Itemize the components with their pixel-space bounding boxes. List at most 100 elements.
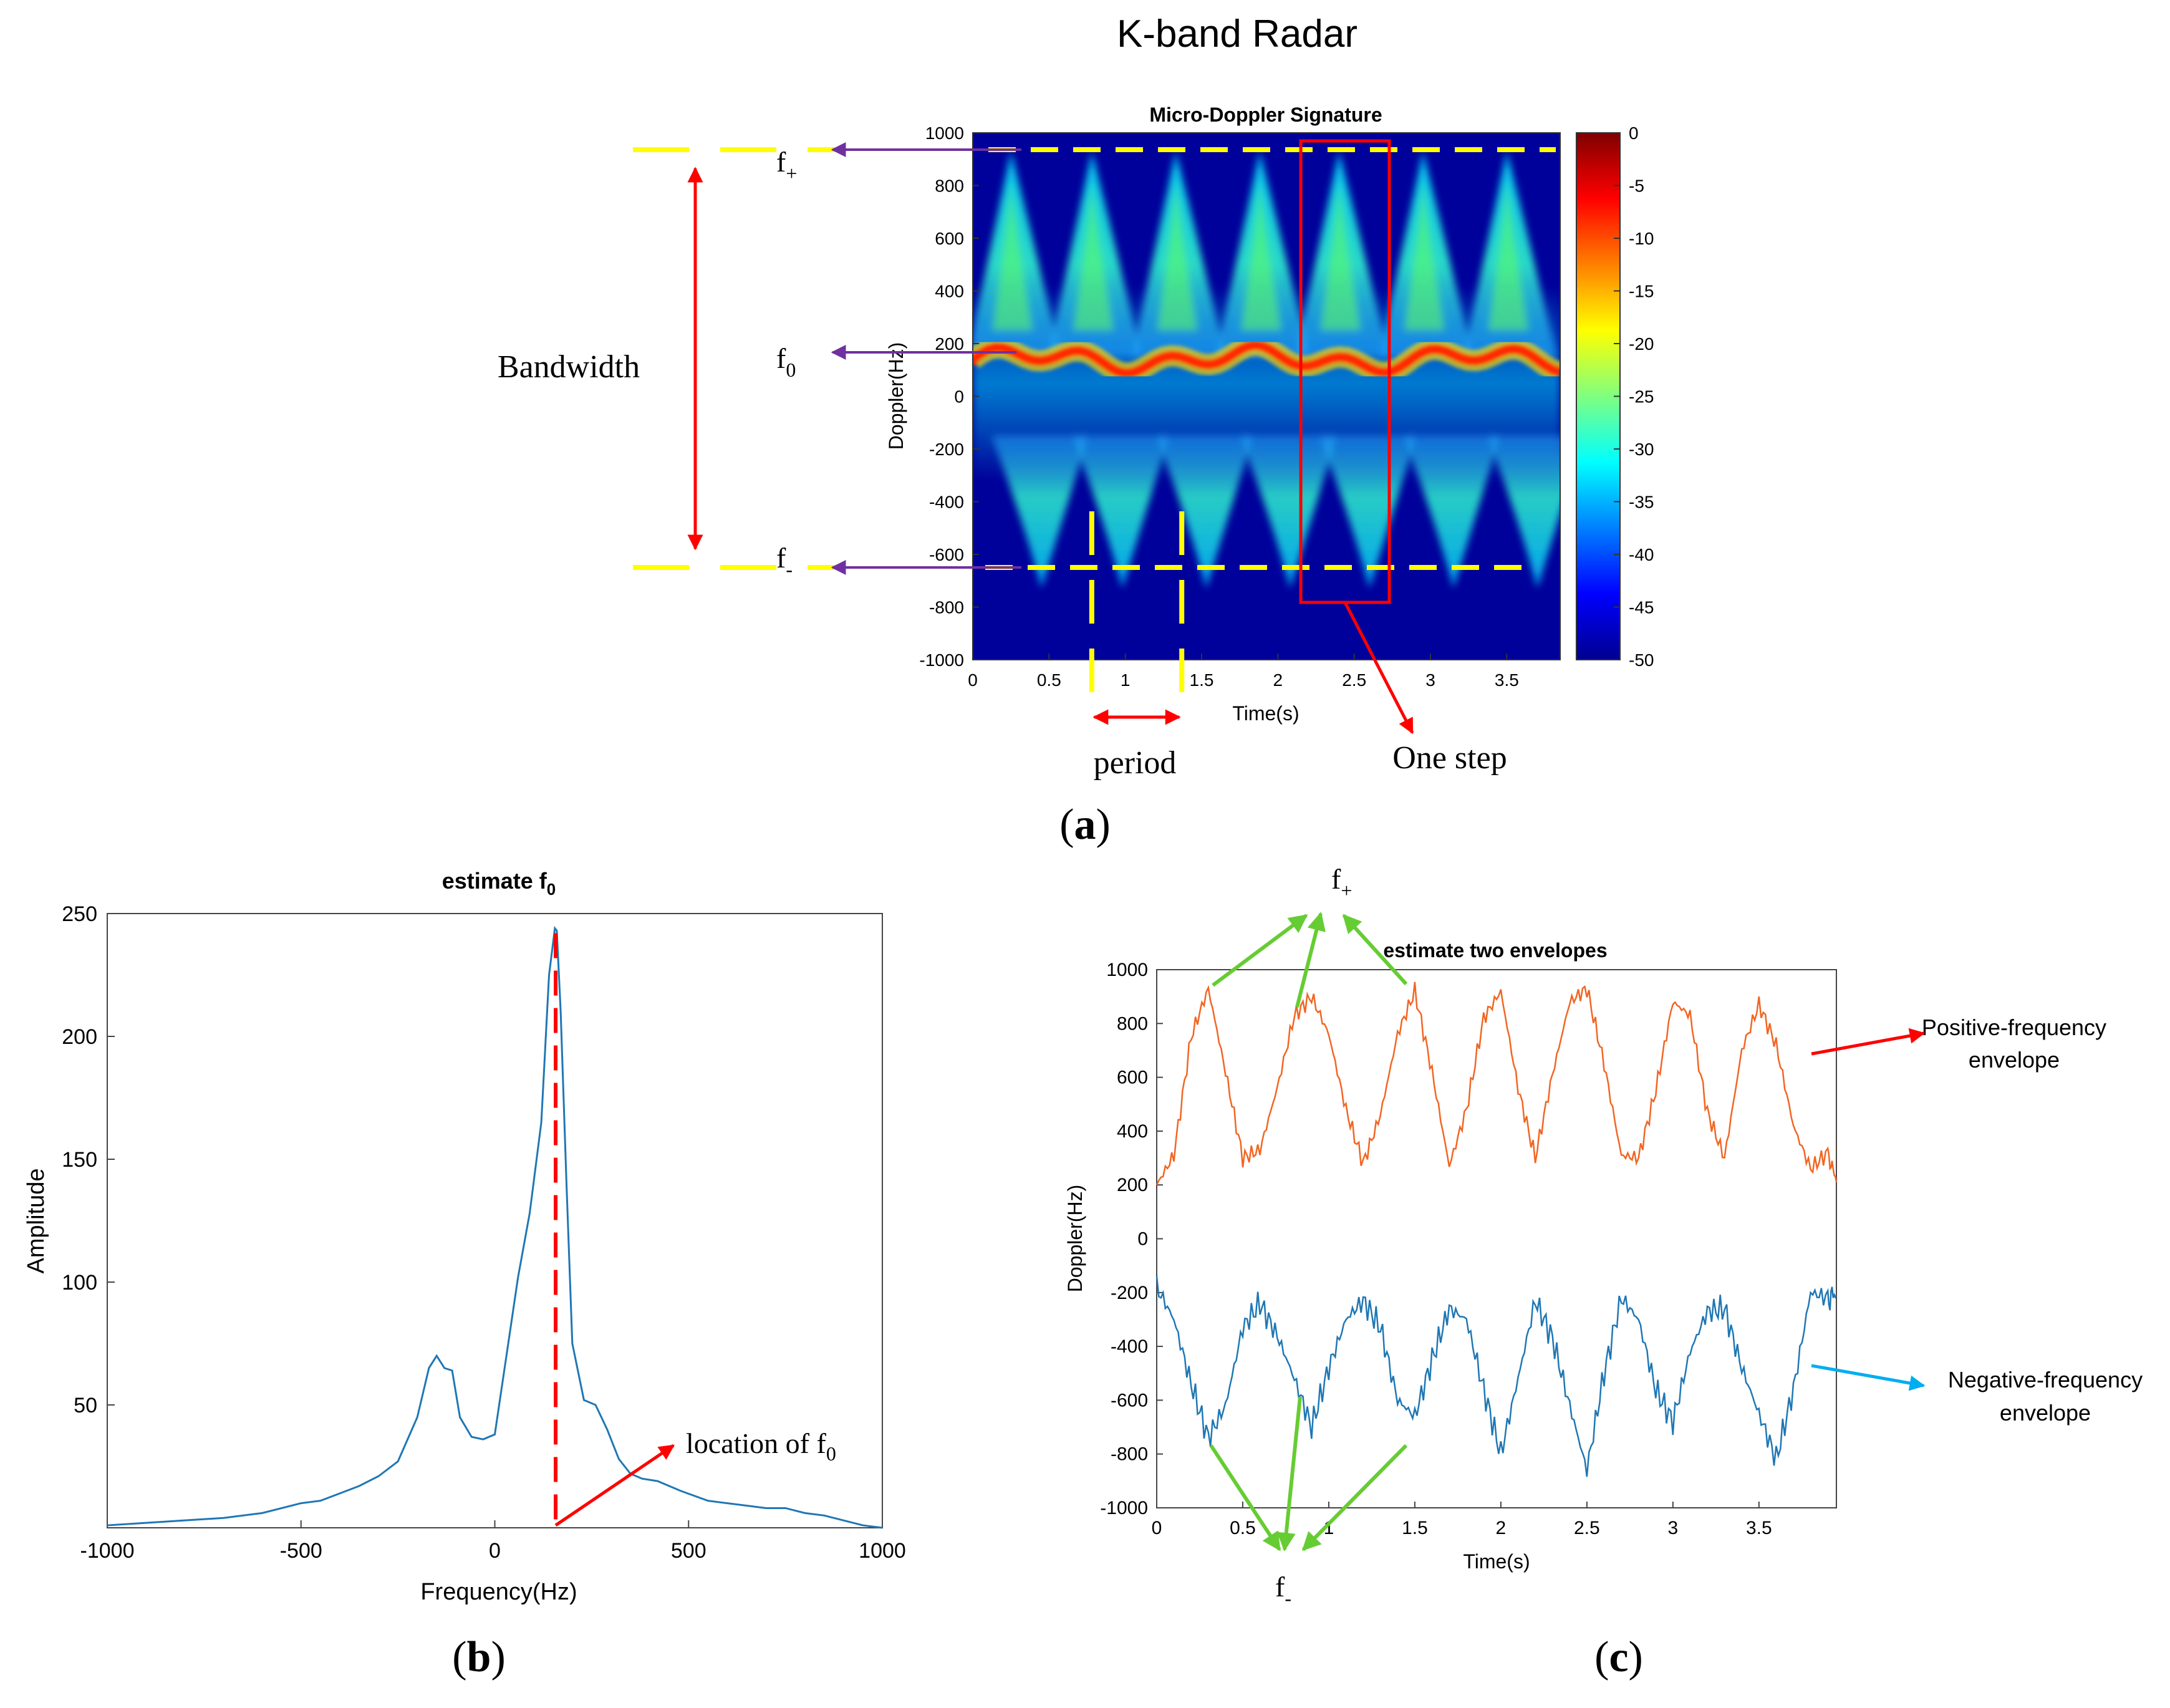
heatmap-lobe-core bbox=[1157, 180, 1198, 331]
micro-doppler-heatmap bbox=[973, 133, 1560, 660]
c-xtick-label: 0.5 bbox=[1230, 1518, 1256, 1538]
c-ytick-label: -800 bbox=[1111, 1444, 1148, 1465]
heatmap-lobe-core bbox=[1488, 180, 1529, 331]
panel-b-label: (b) bbox=[452, 1633, 506, 1681]
colorbar-tick-label: -25 bbox=[1629, 387, 1654, 407]
panel-a-annotations bbox=[633, 139, 1556, 735]
negative-envelope-line bbox=[1155, 1276, 1838, 1477]
heatmap-lobe-core bbox=[992, 180, 1033, 331]
a-xtick-label: 1.5 bbox=[1190, 670, 1214, 690]
f0-label-a: f0 bbox=[776, 342, 796, 381]
a-ytick-label: 1000 bbox=[925, 123, 964, 143]
c-ytick-label: -1000 bbox=[1100, 1498, 1148, 1518]
figure-title: K-band Radar bbox=[1117, 12, 1357, 55]
c-xtick-label: 2.5 bbox=[1574, 1518, 1600, 1538]
heatmap-lower-lobe bbox=[1240, 435, 1337, 589]
panel-b-plot-area bbox=[107, 913, 883, 1528]
f0-location-arrow bbox=[554, 1444, 675, 1527]
b-ytick-label: 50 bbox=[74, 1394, 97, 1417]
period-label: period bbox=[1094, 745, 1177, 781]
f-minus-label-a: f- bbox=[776, 542, 793, 581]
b-xtick-label: 1000 bbox=[859, 1539, 906, 1563]
c-xtick-label: 2 bbox=[1496, 1518, 1507, 1538]
panel-a-title: Micro-Doppler Signature bbox=[1149, 104, 1382, 126]
c-ytick-label: 1000 bbox=[1106, 960, 1148, 980]
b-ytick-label: 250 bbox=[62, 902, 97, 926]
colorbar-ticks: 0 -5 -10 -15 -20 -25 -30 -35 -40 -45 -50 bbox=[1614, 123, 1654, 670]
colorbar-tick-label: -5 bbox=[1629, 176, 1644, 196]
a-ytick-label: 600 bbox=[935, 229, 964, 248]
heatmap-texture bbox=[973, 151, 1560, 589]
bandwidth-label: Bandwidth bbox=[498, 349, 640, 385]
panel-c-annotations bbox=[1209, 912, 1926, 1551]
f-plus-green-arrow bbox=[1342, 914, 1408, 986]
heatmap-lobe-core bbox=[1320, 180, 1361, 331]
one-step-label: One step bbox=[1392, 740, 1507, 776]
panel-a: Micro-Doppler Signature 0 0.5 1 1.5 2 2.5 3 3.5… bbox=[498, 104, 1654, 849]
a-xtick-label: 0.5 bbox=[1037, 670, 1061, 690]
panel-c-ylabel: Doppler(Hz) bbox=[1064, 1185, 1086, 1292]
heatmap-f0-ridge bbox=[973, 334, 1560, 384]
colorbar bbox=[1576, 132, 1621, 660]
f-minus-green-arrow bbox=[1209, 1444, 1281, 1551]
heatmap-ridge-core bbox=[973, 340, 1560, 379]
neg-envelope-label-1: Negative-frequency bbox=[1948, 1367, 2143, 1392]
f0-location-label: location of f0 bbox=[686, 1427, 836, 1465]
a-ytick-label: 800 bbox=[935, 176, 964, 196]
c-ytick-label: 400 bbox=[1117, 1121, 1148, 1142]
b-ytick-label: 100 bbox=[62, 1271, 97, 1295]
one-step-arrow bbox=[1343, 601, 1414, 735]
a-xtick-label: 3.5 bbox=[1495, 670, 1519, 690]
colorbar-tick-label: -50 bbox=[1629, 650, 1654, 670]
colorbar-tick-label: -20 bbox=[1629, 334, 1654, 354]
heatmap-lobe-core bbox=[1404, 180, 1445, 331]
a-xtick-label: 0 bbox=[968, 670, 978, 690]
panel-b-title: estimate f0 bbox=[442, 868, 556, 899]
spectrum-line bbox=[107, 925, 883, 1529]
neg-envelope-label-2: envelope bbox=[2000, 1400, 2091, 1426]
a-ytick-label: -600 bbox=[929, 545, 964, 564]
colorbar-tick-label: -45 bbox=[1629, 598, 1654, 617]
c-ytick-label: 0 bbox=[1137, 1229, 1148, 1250]
c-ytick-label: -400 bbox=[1111, 1336, 1148, 1357]
f-plus-label-c: f+ bbox=[1331, 863, 1352, 902]
f-minus-green-arrow bbox=[1276, 1396, 1302, 1551]
heatmap-lobes bbox=[973, 151, 1560, 589]
panel-a-ylabel: Doppler(Hz) bbox=[885, 342, 907, 450]
c-ytick-label: -200 bbox=[1111, 1283, 1148, 1303]
c-xtick-label: 0 bbox=[1152, 1518, 1162, 1538]
panel-b: estimate f0 -1000 -500 0 500 1000 250 200 150 10… bbox=[23, 868, 906, 1681]
f-plus-label-a: f+ bbox=[776, 146, 797, 185]
heatmap-lower-lobe bbox=[1403, 435, 1500, 589]
f-minus-green-arrow bbox=[1301, 1444, 1408, 1551]
a-ytick-label: 0 bbox=[954, 387, 964, 407]
heatmap-lobe-core bbox=[1240, 180, 1281, 331]
a-ytick-label: -1000 bbox=[919, 650, 964, 670]
panel-c-xlabel: Time(s) bbox=[1463, 1550, 1530, 1573]
panel-a-label: (a) bbox=[1059, 801, 1111, 849]
colorbar-tick-label: -40 bbox=[1629, 545, 1654, 564]
heatmap-lower-lobe bbox=[1319, 435, 1417, 589]
panel-c-plot-area bbox=[1156, 969, 1837, 1508]
positive-envelope-line bbox=[1155, 982, 1838, 1185]
a-ytick-label: -400 bbox=[929, 493, 964, 512]
c-xtick-label: 3 bbox=[1668, 1518, 1679, 1538]
pos-envelope-label-1: Positive-frequency bbox=[1922, 1015, 2106, 1040]
c-ytick-label: -600 bbox=[1111, 1390, 1148, 1411]
panel-a-xlabel: Time(s) bbox=[1232, 702, 1299, 725]
panel-c-label: (c) bbox=[1594, 1633, 1643, 1681]
panel-b-plot bbox=[107, 925, 883, 1529]
f-plus-green-arrow bbox=[1295, 912, 1326, 1008]
b-ytick-label: 150 bbox=[62, 1148, 97, 1172]
c-xtick-label: 3.5 bbox=[1746, 1518, 1772, 1538]
colorbar-tick-label: -30 bbox=[1629, 440, 1654, 459]
a-xtick-label: 1 bbox=[1121, 670, 1131, 690]
b-xtick-label: 0 bbox=[489, 1539, 501, 1563]
panel-c-axes: 0 0.5 1 1.5 2 2.5 3 3.510008006004002000-200-40… bbox=[1100, 960, 1772, 1538]
colorbar-tick-label: -35 bbox=[1629, 493, 1654, 512]
pos-envelope-label-2: envelope bbox=[1969, 1047, 2060, 1073]
colorbar-tick-label: -10 bbox=[1629, 229, 1654, 248]
panel-c-title: estimate two envelopes bbox=[1383, 939, 1607, 962]
positive-envelope-arrow bbox=[1811, 1028, 1926, 1056]
